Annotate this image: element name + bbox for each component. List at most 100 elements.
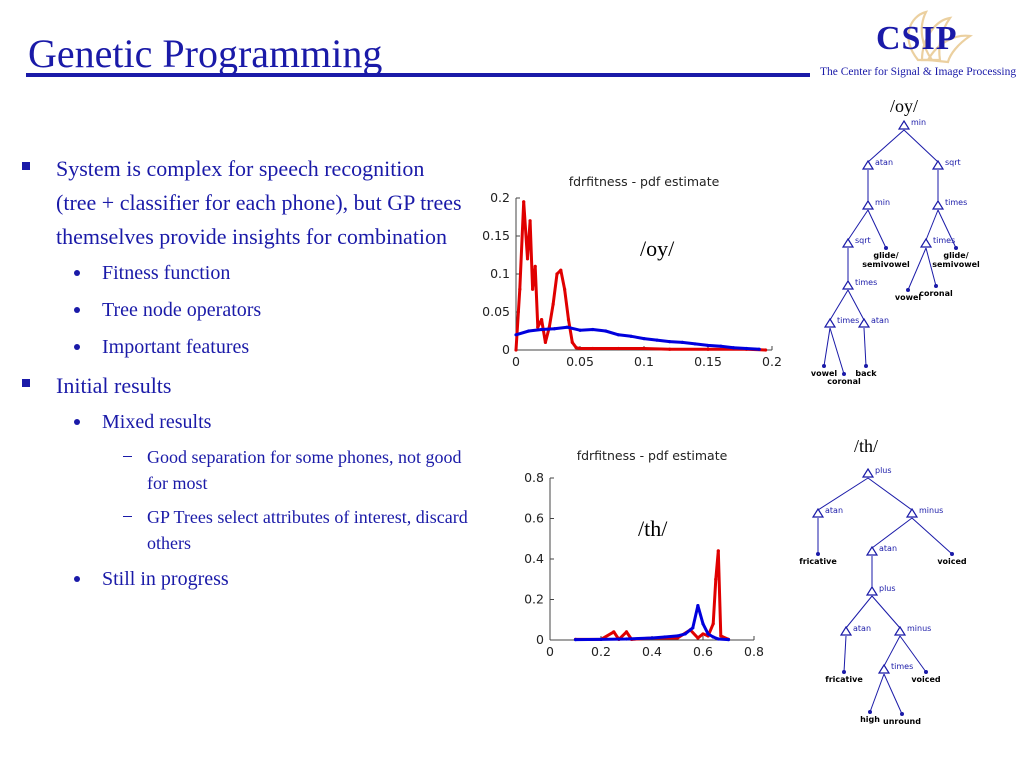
data-point <box>716 549 720 553</box>
data-point <box>525 257 530 261</box>
sub-bullet-item: Tree node operators <box>20 295 468 325</box>
operator-node-icon <box>931 199 945 210</box>
data-point <box>578 346 582 351</box>
operator-node-icon <box>861 159 875 170</box>
data-point <box>599 637 603 641</box>
leaf-label: unround <box>883 717 921 726</box>
series-line <box>514 200 766 352</box>
tree-label: /th/ <box>854 436 878 456</box>
x-tick-label: 0.1 <box>634 354 654 369</box>
operator-label: atan <box>875 158 893 167</box>
y-tick-label: 0.6 <box>524 511 544 526</box>
data-point <box>543 340 548 344</box>
tree-edge <box>847 209 869 241</box>
slide-title: Genetic Programming <box>28 31 383 76</box>
operator-label: atan <box>871 316 889 325</box>
th-gp-tree: /th/plus atan minus fricative atan voiced plus… <box>799 436 967 726</box>
bullet-text: Tree node operators <box>102 299 262 321</box>
data-point <box>696 636 700 640</box>
bullet-text: GP Trees select attributes of interest, … <box>147 507 468 553</box>
operator-node-icon <box>893 625 907 636</box>
data-point <box>624 630 629 634</box>
operator-label: times <box>933 236 955 245</box>
csip-logo <box>907 10 974 64</box>
operator-node-icon <box>857 317 871 328</box>
chart-annotation: /oy/ <box>640 236 675 261</box>
operator-node-icon <box>861 467 875 478</box>
leaf-node-icon <box>868 710 872 714</box>
leaf-node-icon <box>954 246 958 250</box>
data-point <box>696 603 700 608</box>
data-point <box>522 200 526 204</box>
logo-name: CSIP <box>876 20 958 57</box>
leaf-node-icon <box>950 552 954 556</box>
x-tick-label: 0.2 <box>591 644 611 659</box>
tree-edge <box>925 209 939 241</box>
data-point <box>714 577 718 581</box>
tree-edge <box>899 635 927 673</box>
data-point <box>629 334 633 338</box>
bullet-text: Important features <box>102 336 250 358</box>
bullet-text: Still in progress <box>102 568 229 590</box>
leaf-node-icon <box>900 712 904 716</box>
dash-bullet-icon <box>123 456 132 457</box>
data-point <box>691 626 695 630</box>
leaf-node-icon <box>906 288 910 292</box>
data-point <box>563 287 567 291</box>
tree-edge <box>847 289 865 321</box>
leaf-label: fricative <box>799 557 837 566</box>
tree-edge <box>871 517 913 549</box>
bullet-text: System is complex for speech recognition… <box>56 156 462 249</box>
data-point <box>551 302 555 306</box>
leaf-label: back <box>855 369 877 378</box>
data-point <box>604 329 608 333</box>
leaf-label: vowel <box>811 369 838 378</box>
bullet-text: Mixed results <box>102 411 212 433</box>
sub-bullet-item: Fitness function <box>20 258 468 288</box>
data-point <box>732 346 736 350</box>
tree-edge <box>937 209 957 249</box>
data-point <box>555 272 559 276</box>
operator-label: plus <box>875 466 892 475</box>
tree-edge <box>829 327 845 375</box>
tree-label: /oy/ <box>890 96 918 116</box>
leaf-label: voiced <box>937 557 967 566</box>
data-point <box>574 346 578 350</box>
x-tick-label: 0.05 <box>566 354 594 369</box>
operator-label: min <box>875 198 890 207</box>
data-point <box>744 346 748 351</box>
logo-subtitle: The Center for Signal & Image Processing <box>820 66 1017 78</box>
sub-bullet-item: Still in progress <box>20 564 468 594</box>
leaf-label: glide/ <box>873 251 898 260</box>
square-bullet-icon <box>22 162 30 170</box>
tree-edge <box>925 247 937 287</box>
dot-bullet-icon <box>74 307 80 313</box>
operator-node-icon <box>839 625 853 636</box>
data-point <box>701 632 705 636</box>
tree-edge <box>907 247 927 291</box>
leaf-node-icon <box>864 364 868 368</box>
bullet-text: Fitness function <box>102 262 231 284</box>
data-point <box>591 327 595 332</box>
tree-edge <box>883 673 903 715</box>
operator-node-icon <box>841 279 855 290</box>
y-tick-label: 0.2 <box>490 190 510 205</box>
operator-label: plus <box>879 584 896 593</box>
bullet-list: System is complex for speech recognition… <box>20 152 468 601</box>
data-point <box>528 219 532 223</box>
operator-label: times <box>891 662 913 671</box>
data-point <box>578 328 582 332</box>
tree-edge <box>883 635 901 667</box>
operator-label: sqrt <box>945 158 961 167</box>
leaf-label: semivowel <box>862 260 910 269</box>
bullet-text: Good separation for some phones, not goo… <box>147 447 462 493</box>
data-point <box>540 318 544 322</box>
data-point <box>612 630 616 634</box>
operator-label: times <box>855 278 877 287</box>
data-point <box>719 634 723 638</box>
leaf-node-icon <box>842 372 846 376</box>
tree-edge <box>867 129 905 163</box>
operator-node-icon <box>897 119 911 130</box>
data-point <box>624 637 629 641</box>
data-point <box>552 327 556 331</box>
